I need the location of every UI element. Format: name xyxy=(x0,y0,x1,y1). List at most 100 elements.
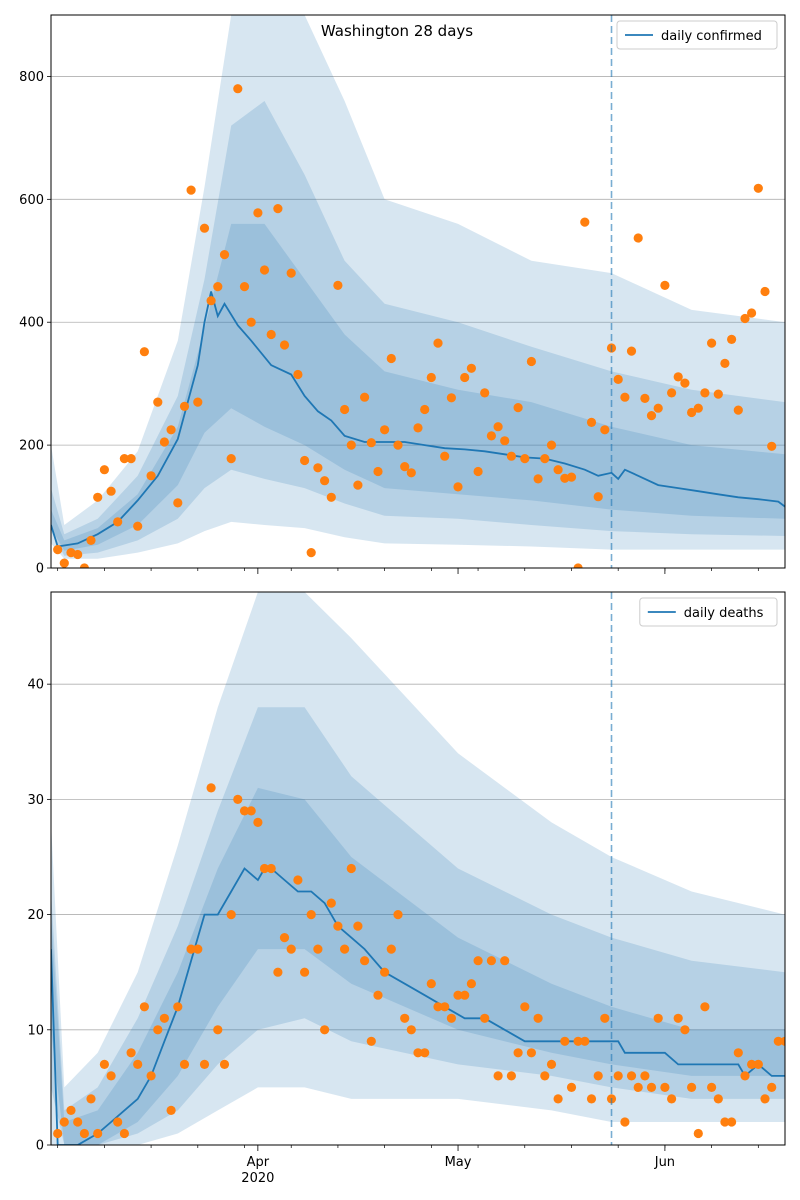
series-line xyxy=(51,867,785,1145)
data-point xyxy=(139,347,149,357)
data-point xyxy=(193,397,203,407)
data-point xyxy=(386,944,396,954)
data-point xyxy=(366,438,376,448)
data-point xyxy=(219,250,230,260)
uncertainty-band xyxy=(51,101,785,556)
y-tick-label: 0 xyxy=(36,1139,44,1154)
data-point xyxy=(273,967,283,977)
data-point xyxy=(653,403,663,413)
data-point xyxy=(506,451,516,461)
data-point xyxy=(400,1013,410,1023)
data-point xyxy=(513,1048,523,1058)
data-point xyxy=(99,465,109,475)
data-point xyxy=(293,369,303,380)
data-point xyxy=(273,204,283,214)
uncertainty-band xyxy=(51,592,785,1145)
data-point xyxy=(660,1082,670,1092)
data-point xyxy=(753,183,763,193)
data-point xyxy=(73,549,83,560)
x-tick-label: May xyxy=(445,1155,472,1170)
data-point xyxy=(553,465,563,475)
data-point xyxy=(546,440,557,450)
data-point xyxy=(186,944,196,954)
data-point xyxy=(333,280,343,290)
data-point xyxy=(179,1059,190,1069)
data-point xyxy=(413,1048,423,1058)
data-point xyxy=(239,806,250,816)
data-point xyxy=(413,423,423,433)
data-point xyxy=(320,1025,330,1035)
data-point xyxy=(740,1071,750,1081)
data-point xyxy=(727,334,737,344)
data-point xyxy=(780,1036,785,1046)
data-point xyxy=(593,492,603,502)
data-point xyxy=(146,1071,156,1081)
data-point xyxy=(206,296,216,306)
data-point xyxy=(233,84,243,94)
data-point xyxy=(213,1025,223,1035)
data-point xyxy=(546,1059,557,1069)
data-point xyxy=(500,956,510,966)
axes-frame xyxy=(50,591,786,1146)
data-point xyxy=(239,282,250,292)
data-point xyxy=(99,1059,109,1069)
data-point xyxy=(633,1082,643,1092)
data-point xyxy=(393,910,403,920)
data-point xyxy=(466,363,476,373)
data-point xyxy=(259,863,270,874)
data-point xyxy=(673,372,683,382)
y-tick-label: 40 xyxy=(27,678,44,693)
data-point xyxy=(573,1036,583,1046)
data-point xyxy=(173,498,183,508)
data-point xyxy=(166,425,176,435)
data-point xyxy=(266,329,276,340)
data-point xyxy=(460,372,470,383)
data-point xyxy=(533,1013,543,1023)
data-point xyxy=(173,1002,183,1012)
data-point xyxy=(286,268,296,278)
data-point xyxy=(219,1059,230,1069)
data-point xyxy=(493,422,503,432)
data-point xyxy=(346,440,356,450)
data-point xyxy=(313,944,323,954)
x-tick-label: Apr xyxy=(247,1155,270,1170)
data-point xyxy=(580,1036,590,1046)
data-point xyxy=(687,407,697,418)
data-point xyxy=(780,0,789,5)
data-point xyxy=(253,208,263,218)
data-point xyxy=(473,956,483,966)
data-point xyxy=(373,990,383,1000)
data-point xyxy=(139,1002,149,1012)
data-point xyxy=(747,1059,757,1069)
data-point xyxy=(199,223,210,233)
data-point xyxy=(440,1002,450,1012)
y-tick-label: 600 xyxy=(19,193,44,208)
data-point xyxy=(640,1071,650,1081)
axes-frame xyxy=(50,14,786,569)
data-point xyxy=(433,338,443,348)
data-point xyxy=(213,282,223,292)
uncertainty-band xyxy=(51,787,785,1145)
data-point xyxy=(400,462,410,472)
data-point xyxy=(493,1071,503,1081)
data-point xyxy=(266,863,276,874)
data-point xyxy=(153,397,163,407)
data-point xyxy=(300,455,310,466)
data-point xyxy=(166,1105,176,1115)
data-point xyxy=(426,372,436,383)
data-point xyxy=(727,1117,737,1127)
uncertainty-band xyxy=(51,707,785,1145)
data-point xyxy=(713,1094,723,1104)
data-point xyxy=(86,1094,96,1104)
plot-area xyxy=(51,592,785,1145)
data-point xyxy=(326,898,336,908)
data-point xyxy=(653,1013,663,1023)
data-point xyxy=(326,492,336,502)
data-point xyxy=(206,783,216,793)
data-point xyxy=(540,454,550,464)
data-point xyxy=(687,1082,697,1092)
data-point xyxy=(680,378,690,388)
data-point xyxy=(59,558,69,568)
y-tick-label: 0 xyxy=(36,562,44,577)
